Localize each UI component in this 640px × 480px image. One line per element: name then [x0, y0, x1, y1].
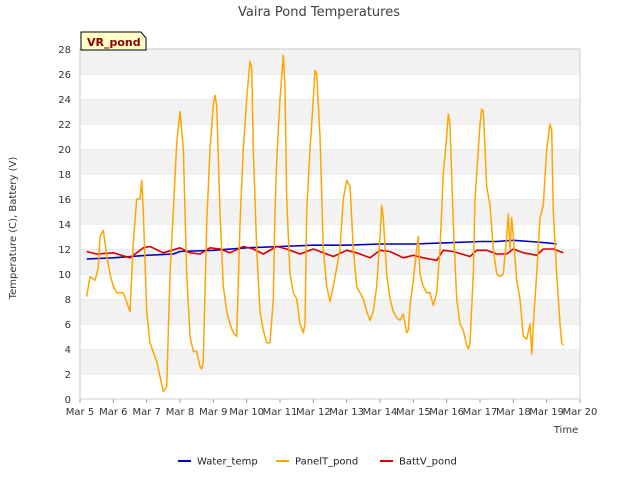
legend-label: PanelT_pond: [295, 457, 358, 468]
grid-band: [80, 374, 580, 399]
x-tick-label: Mar 12: [296, 407, 331, 418]
x-tick-label: Mar 7: [132, 407, 160, 418]
x-tick-label: Mar 20: [563, 407, 598, 418]
y-tick-label: 26: [58, 70, 71, 81]
grid-band: [80, 324, 580, 349]
legend-label: Water_temp: [197, 457, 258, 468]
x-tick-label: Mar 11: [263, 407, 298, 418]
grid-band: [80, 349, 580, 374]
y-tick-label: 12: [58, 245, 71, 256]
y-tick-label: 20: [58, 145, 71, 156]
plot-frame: [79, 48, 581, 400]
x-tick-label: Mar 9: [199, 407, 227, 418]
legend: Water_temp PanelT_pond BattV_pond: [178, 457, 457, 468]
y-tick-label: 8: [65, 295, 71, 306]
x-tick-label: Mar 6: [99, 407, 127, 418]
grid-band: [80, 74, 580, 99]
x-tick-label: Mar 17: [463, 407, 498, 418]
grid-band: [80, 274, 580, 299]
x-tick-label: Mar 5: [66, 407, 94, 418]
y-tick-label: 10: [58, 270, 71, 281]
y-tick-label: 18: [58, 170, 71, 181]
y-tick-label: 0: [65, 395, 71, 406]
badge-box: [80, 31, 147, 51]
y-tick-label: 14: [58, 220, 71, 231]
y-axis-label: Temperature (C), Battery (V): [8, 157, 19, 301]
x-tick-label: Mar 16: [429, 407, 464, 418]
grid-bands: [80, 48, 580, 399]
grid-band: [80, 199, 580, 224]
series-lines: [85, 54, 564, 393]
y-tick-label: 28: [58, 45, 71, 56]
grid-band: [80, 99, 580, 124]
series-line-panelt-pond: [85, 54, 564, 393]
y-tick-label: 2: [65, 370, 71, 381]
x-tick-label: Mar 8: [166, 407, 194, 418]
grid-band: [80, 299, 580, 324]
grid-band: [80, 49, 580, 74]
series-line-battv-pond: [86, 245, 564, 262]
y-tick-label: 22: [58, 120, 71, 131]
x-tick-label: Mar 14: [363, 407, 398, 418]
x-axis-label: Time: [553, 425, 578, 436]
x-tick-label: Mar 15: [396, 407, 431, 418]
grid-band: [80, 149, 580, 174]
legend-label: BattV_pond: [399, 457, 457, 468]
x-tick-label: Mar 19: [529, 407, 564, 418]
station-badge: VR_pond: [80, 31, 147, 51]
chart-title: Vaira Pond Temperatures: [238, 5, 400, 20]
grid-band: [80, 174, 580, 199]
x-tick-label: Mar 13: [329, 407, 364, 418]
y-tick-label: 6: [65, 320, 71, 331]
y-tick-label: 16: [58, 195, 71, 206]
badge-label: VR_pond: [87, 36, 141, 49]
x-tick-label: Mar 18: [496, 407, 531, 418]
y-tick-label: 24: [58, 95, 71, 106]
grid-band: [80, 124, 580, 149]
x-tick-label: Mar 10: [229, 407, 264, 418]
y-tick-label: 4: [65, 345, 71, 356]
